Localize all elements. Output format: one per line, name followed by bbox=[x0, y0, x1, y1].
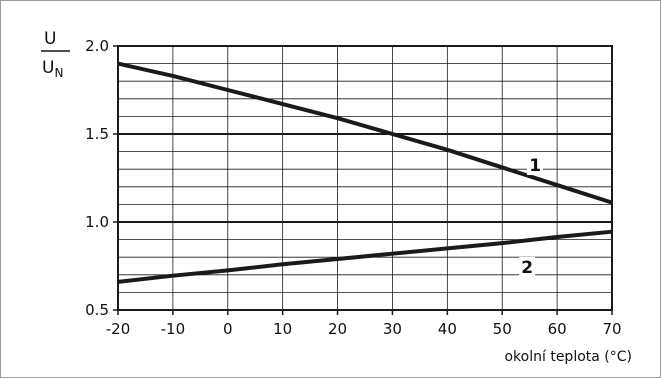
x-tick-label: -20 bbox=[106, 320, 131, 338]
series-label-background bbox=[527, 155, 544, 176]
y-label-denominator: UN bbox=[42, 58, 63, 80]
series-label-1: 1 bbox=[529, 156, 541, 176]
series-line-2 bbox=[117, 229, 613, 284]
y-tick-label: 1.0 bbox=[85, 213, 109, 231]
y-axis-label: U UN bbox=[41, 29, 70, 80]
y-label-numerator: U bbox=[44, 29, 56, 49]
series-lines: 12 bbox=[117, 61, 613, 284]
y-tick-label: 0.5 bbox=[85, 301, 109, 319]
y-label-denominator-subscript: N bbox=[54, 66, 63, 80]
x-tick-label: 10 bbox=[273, 320, 292, 338]
x-tick-label: 70 bbox=[602, 320, 621, 338]
series-line-1 bbox=[117, 61, 613, 205]
grid bbox=[118, 46, 612, 310]
tick-labels: -20 -10 0 10 20 30 40 50 60 70 0.5 1.0 1.5 2.0 bbox=[85, 37, 621, 338]
series-label-background bbox=[519, 256, 536, 277]
y-tick-label: 2.0 bbox=[85, 37, 109, 55]
plot-border bbox=[117, 45, 613, 311]
x-tick-label: 30 bbox=[383, 320, 402, 338]
x-tick-label: 40 bbox=[438, 320, 457, 338]
x-tick-label: 60 bbox=[548, 320, 567, 338]
x-tick-label: 20 bbox=[328, 320, 347, 338]
series-label-2: 2 bbox=[521, 258, 533, 278]
x-tick-label: 50 bbox=[493, 320, 512, 338]
x-axis-label: okolní teplota (°C) bbox=[504, 349, 632, 365]
axes bbox=[113, 45, 613, 315]
x-tick-label: -10 bbox=[161, 320, 186, 338]
y-tick-label: 1.5 bbox=[85, 125, 109, 143]
y-label-denominator-base: U bbox=[42, 58, 54, 78]
x-tick-label: 0 bbox=[223, 320, 233, 338]
